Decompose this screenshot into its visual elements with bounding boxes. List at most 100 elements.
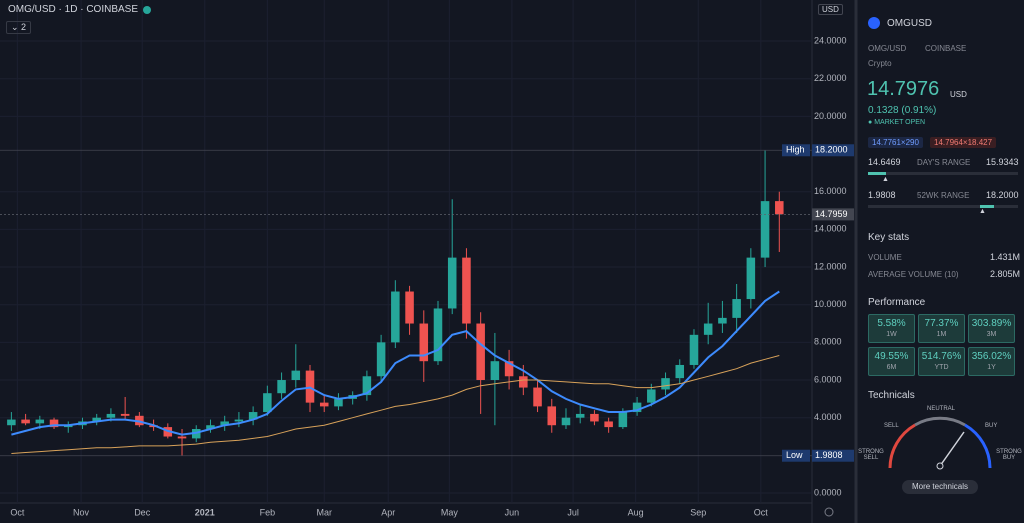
gauge-needle <box>939 431 965 467</box>
week52-high: 18.2000 <box>986 190 1019 200</box>
performance-tile: 514.76% YTD <box>918 347 965 376</box>
x-tick-label: Apr <box>381 507 395 517</box>
price-line-name: Low <box>786 450 803 460</box>
ask: 14.7964×18.427 <box>930 137 997 148</box>
gauge-label: STRONG BUY <box>996 449 1022 461</box>
gauge-label: SELL <box>884 423 899 429</box>
x-tick-label: Dec <box>134 507 151 517</box>
y-tick-label: 14.0000 <box>814 224 847 234</box>
gauge-label: BUY <box>985 423 998 429</box>
candle-body <box>689 334 699 365</box>
gauge-buy <box>964 423 992 469</box>
candle-body <box>206 425 215 429</box>
tile-value: 514.76% <box>921 351 962 362</box>
candle-body <box>647 389 656 403</box>
tile-period: 1M <box>936 331 947 338</box>
day-range-low: 14.6469 <box>868 157 901 167</box>
technicals-title: Technicals <box>868 390 915 401</box>
category: Crypto <box>868 59 892 68</box>
tile-value: 303.89% <box>971 318 1012 329</box>
candle-body <box>561 417 571 426</box>
indicators-toggle[interactable]: ⌄ 2 <box>6 21 32 34</box>
day-range-high: 15.9343 <box>986 157 1019 167</box>
tile-period: 3M <box>986 331 997 338</box>
x-tick-label: May <box>441 507 459 517</box>
last-price: 14.7976 <box>867 78 940 100</box>
x-tick-label: Jun <box>505 507 520 517</box>
y-tick-label: 12.0000 <box>814 261 847 271</box>
candle-body <box>490 361 500 381</box>
y-tick-label: 10.0000 <box>814 299 847 309</box>
symbol-icon <box>868 17 880 29</box>
candle-body <box>732 299 741 318</box>
candle-body <box>263 393 272 413</box>
price-currency: USD <box>950 90 967 99</box>
candle-body <box>120 413 130 416</box>
x-tick-label: Jul <box>567 507 579 517</box>
week52-marker: ▲ <box>979 208 986 215</box>
status-dot <box>143 6 151 14</box>
candle-body <box>291 370 301 381</box>
more-technicals-button[interactable]: More technicals <box>902 480 978 494</box>
price-change: 0.1328 (0.91%) <box>868 105 937 116</box>
performance-tile: 77.37% 1M <box>918 314 965 343</box>
settings-icon[interactable] <box>824 507 834 517</box>
gauge-hub <box>936 462 944 470</box>
candle-body <box>604 421 613 428</box>
plot: 0.0000 4.0000 6.0000 8.0000 10.0000 12.0000 14… <box>0 0 847 517</box>
candle-body <box>476 323 485 381</box>
x-tick-label: Mar <box>316 507 332 517</box>
candle-body <box>618 412 628 428</box>
y-tick-label: 24.0000 <box>814 35 847 45</box>
candle-body <box>519 376 528 388</box>
x-tick-label: 2021 <box>195 507 215 517</box>
x-tick-label: Nov <box>73 507 90 517</box>
candle-body <box>391 291 400 343</box>
performance-tile: 303.89% 3M <box>968 314 1015 343</box>
candle-body <box>21 419 30 424</box>
performance-tile: 49.55% 6M <box>868 347 915 376</box>
price-label: 1.9808 <box>815 450 843 460</box>
y-tick-label: 4.0000 <box>814 412 842 422</box>
candle-body <box>703 323 713 335</box>
price-label: 18.2000 <box>815 145 848 155</box>
week52-low: 1.9808 <box>868 190 896 200</box>
candle-body <box>106 413 116 418</box>
x-tick-label: Feb <box>260 507 276 517</box>
gauge-neutral <box>914 416 966 427</box>
x-tick-label: Aug <box>628 507 644 517</box>
candle-body <box>234 419 244 422</box>
candle-body <box>319 402 329 407</box>
tile-period: 6M <box>886 364 897 371</box>
candle-body <box>462 257 471 324</box>
week52-bar <box>868 205 1018 208</box>
stat-value: 2.805M <box>990 269 1021 279</box>
moving-average <box>11 355 780 454</box>
candle-body <box>547 406 557 426</box>
performance-tile: 5.58% 1W <box>868 314 915 343</box>
tile-period: YTD <box>934 364 949 371</box>
performance-title: Performance <box>868 297 926 308</box>
candle-body <box>575 413 585 418</box>
stat-label: VOLUME <box>868 253 902 262</box>
day-range-marker: ▲ <box>882 176 889 183</box>
price-label-box <box>812 449 854 462</box>
candle-body <box>775 201 784 215</box>
price-label-box <box>812 208 854 221</box>
candle-body <box>419 323 429 362</box>
y-tick-label: 6.0000 <box>814 374 842 384</box>
y-tick-label: 0.0000 <box>814 487 842 497</box>
candle-body <box>49 419 59 428</box>
x-tick-label: Sep <box>690 507 706 517</box>
y-tick-label: 16.0000 <box>814 186 847 196</box>
gauge-label: STRONG SELL <box>858 449 884 461</box>
moving-average <box>11 290 780 436</box>
week52-label: 52WK RANGE <box>917 191 970 200</box>
candle-body <box>746 257 756 300</box>
currency-select[interactable]: USD <box>818 4 843 15</box>
candle-body <box>533 387 542 407</box>
stat-label: AVERAGE VOLUME (10) <box>868 270 959 279</box>
candle-body <box>405 291 414 324</box>
candle-body <box>376 342 386 377</box>
